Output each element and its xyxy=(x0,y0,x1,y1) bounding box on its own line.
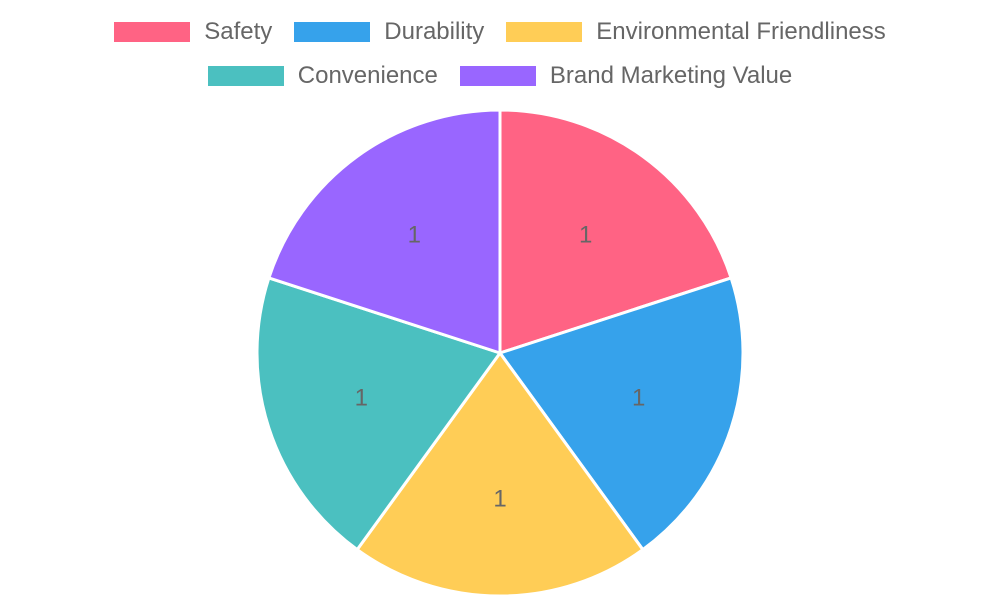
chart-legend: Safety Durability Environmental Friendli… xyxy=(0,0,1000,98)
slice-value-label: 1 xyxy=(632,385,645,412)
slice-value-label: 1 xyxy=(493,485,506,512)
legend-label: Durability xyxy=(384,18,485,45)
pie-slice-durability[interactable] xyxy=(497,276,745,552)
legend-item-brand-marketing-value[interactable]: Brand Marketing Value xyxy=(459,62,793,90)
legend-item-environmental-friendliness[interactable]: Environmental Friendliness xyxy=(506,18,886,46)
slice-value-label: 1 xyxy=(408,222,421,249)
pie-slice-brand-marketing-value[interactable] xyxy=(267,108,502,356)
legend-item-safety[interactable]: Safety xyxy=(114,18,272,46)
legend-label: Safety xyxy=(204,18,273,45)
legend-swatch-safety xyxy=(114,22,191,42)
slice-value-label: 1 xyxy=(579,222,592,249)
legend-item-convenience[interactable]: Convenience xyxy=(207,62,438,90)
pie-slice-convenience[interactable] xyxy=(255,276,503,552)
legend-swatch-brand-marketing-value xyxy=(459,66,536,86)
legend-item-durability[interactable]: Durability xyxy=(294,18,484,46)
legend-label: Brand Marketing Value xyxy=(549,62,793,89)
legend-row-2: Convenience Brand Marketing Value xyxy=(0,54,1000,98)
legend-label: Convenience xyxy=(297,62,438,89)
legend-swatch-convenience xyxy=(207,66,284,86)
legend-swatch-durability xyxy=(294,22,371,42)
legend-label: Environmental Friendliness xyxy=(596,18,886,45)
pie-slice-safety[interactable] xyxy=(498,108,733,356)
slice-value-label: 1 xyxy=(355,385,368,412)
legend-swatch-environmental-friendliness xyxy=(506,22,583,42)
pie-slice-environmental-friendliness[interactable] xyxy=(355,350,645,598)
legend-row-1: Safety Durability Environmental Friendli… xyxy=(0,10,1000,54)
